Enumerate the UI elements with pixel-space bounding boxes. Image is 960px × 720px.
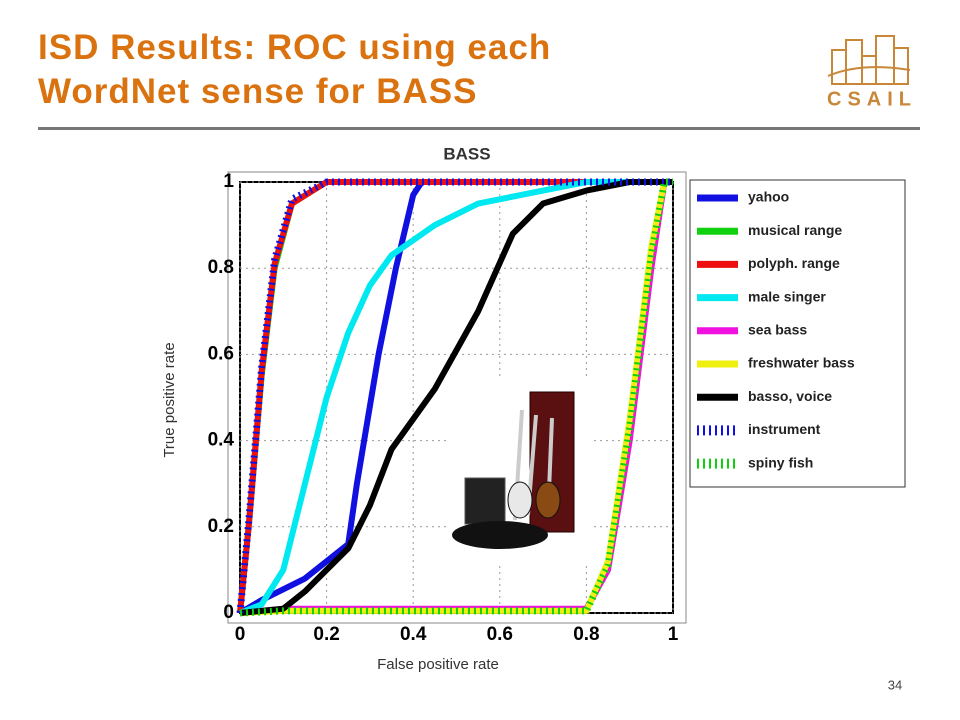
chart-title: BASS: [443, 144, 490, 163]
logo: [827, 35, 911, 85]
legend-label: freshwater bass: [748, 355, 855, 371]
y-axis-label: True positive rate: [161, 342, 178, 457]
y-tick-label: 0.6: [208, 343, 234, 364]
slide-title: ISD Results: ROC using each WordNet sens…: [38, 28, 552, 111]
x-tick-label: 1: [668, 624, 679, 645]
series-layer: [236, 178, 674, 617]
y-tick-label: 0.4: [208, 430, 235, 451]
roc-curve: [236, 178, 673, 614]
x-tick-label: 0.2: [313, 624, 339, 645]
logo-text: CSAIL: [827, 88, 917, 110]
legend-label: spiny fish: [748, 454, 813, 470]
product-image: [448, 378, 590, 566]
x-axis-label: False positive rate: [377, 656, 499, 673]
title-rule: [38, 127, 920, 130]
x-tick-label: 0.8: [573, 624, 599, 645]
legend-label: male singer: [748, 288, 826, 304]
y-tick-label: 1: [223, 171, 234, 192]
x-tick-label: 0.6: [487, 624, 513, 645]
roc-curve: [239, 179, 673, 616]
legend-label: sea bass: [748, 322, 807, 338]
roc-curve: [238, 179, 673, 616]
y-tick-label: 0.8: [208, 257, 234, 278]
roc-curve: [239, 179, 673, 616]
y-tick-label: 0: [223, 602, 234, 623]
roc-curve: [238, 179, 673, 616]
x-tick-label: 0.4: [400, 624, 427, 645]
plot-frame: [227, 171, 687, 624]
legend-label: instrument: [748, 421, 821, 437]
y-tick-label: 0.2: [208, 516, 234, 537]
legend-label: polyph. range: [748, 255, 840, 271]
x-tick-label: 0: [235, 624, 246, 645]
legend-label: yahoo: [748, 189, 789, 205]
legend-label: basso, voice: [748, 388, 832, 404]
legend-label: musical range: [748, 222, 842, 238]
page-number: 34: [888, 677, 902, 692]
